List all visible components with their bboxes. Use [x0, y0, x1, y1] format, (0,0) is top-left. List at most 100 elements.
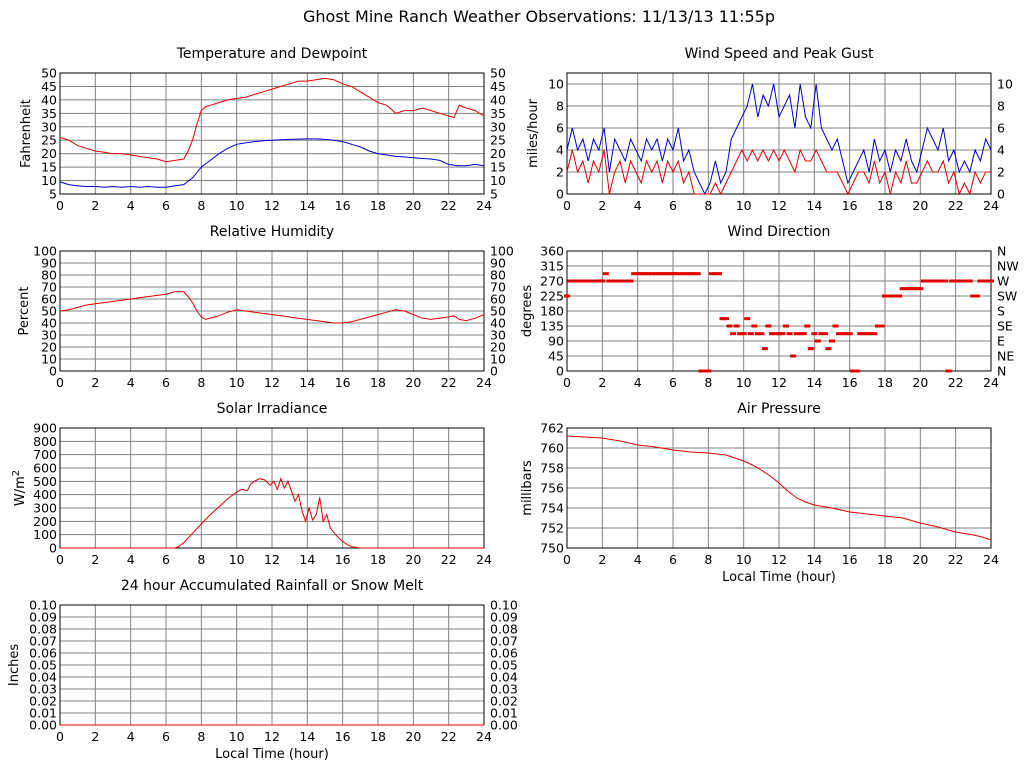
temperature-ytick-label: 25 [41, 133, 57, 148]
wind-direction-point [574, 279, 581, 283]
humidity-ytick-label-right: 80 [490, 268, 506, 283]
wind-speed-xtick-label: 6 [669, 198, 677, 213]
wind-direction-point [885, 294, 892, 298]
wind-direction-point [602, 272, 609, 276]
wind-direction-point [864, 332, 871, 336]
wind-direction-point [846, 332, 853, 336]
humidity-xtick-label: 8 [197, 375, 205, 390]
wind-direction-point [917, 287, 924, 291]
humidity-ylabel: Percent [17, 287, 32, 336]
wind-direction-point [694, 272, 701, 276]
wind-direction-point [666, 272, 673, 276]
wind-direction-point [949, 279, 956, 283]
air-pressure-ytick-label: 762 [540, 421, 564, 436]
humidity-ytick-label-right: 30 [490, 328, 506, 343]
wind-direction-point [867, 332, 874, 336]
temperature-xtick-label: 18 [370, 198, 386, 213]
wind-direction-point [935, 279, 941, 283]
air-pressure-grid [566, 427, 992, 549]
rainfall-chart: 24 hour Accumulated Rainfall or Snow Mel… [7, 578, 518, 762]
humidity-ytick-label: 30 [41, 328, 57, 343]
rainfall-ytick-label-right: 0.01 [490, 706, 518, 721]
wind-direction-point [758, 332, 765, 336]
rainfall-xtick-label: 4 [127, 729, 135, 744]
wind-speed-xtick-label: 8 [704, 198, 712, 213]
solar-xtick-label: 8 [197, 552, 205, 567]
wind-direction-point [761, 347, 768, 351]
solar-ytick-label: 800 [33, 434, 57, 449]
wind-direction-point [655, 272, 662, 276]
wind-speed-ytick-label-right: 6 [997, 121, 1005, 136]
wind-direction-xtick-label: 20 [912, 375, 928, 390]
solar-ytick-label: 700 [33, 447, 57, 462]
rainfall-ytick-label: 0.09 [29, 610, 57, 625]
wind-direction-point [973, 294, 980, 298]
wind-direction-point [920, 279, 927, 283]
humidity-ytick-label-right: 90 [490, 256, 506, 271]
humidity-ytick-label: 0 [49, 364, 57, 379]
temperature-ytick-label-right: 45 [490, 79, 506, 94]
wind-direction-ytick-label-right: SE [997, 319, 1013, 334]
wind-direction-point [571, 279, 578, 283]
wind-direction-point [776, 332, 782, 336]
wind-speed-ytick-label: 4 [556, 143, 564, 158]
wind-direction-ytick-label: 45 [548, 349, 564, 364]
wind-direction-point [737, 332, 744, 336]
wind-direction-ytick-label: 135 [540, 319, 564, 334]
wind-direction-point [638, 272, 645, 276]
humidity-xtick-label: 14 [299, 375, 315, 390]
wind-direction-point [691, 272, 698, 276]
solar-frame [59, 427, 485, 549]
air-pressure-frame [566, 427, 992, 549]
temperature-xtick-label: 2 [91, 198, 99, 213]
solar-xtick-label: 4 [127, 552, 135, 567]
wind-direction-point [945, 369, 952, 373]
wind-direction-point [938, 279, 945, 283]
wind-direction-title: Wind Direction [728, 224, 831, 240]
wind-speed-grid [566, 73, 992, 195]
air-pressure-xtick-label: 4 [634, 552, 642, 567]
temperature-ytick-label: 15 [41, 160, 57, 175]
temperature-xtick-label: 0 [56, 198, 64, 213]
wind-direction-point [818, 332, 825, 336]
wind-direction-xtick-label: 0 [563, 375, 571, 390]
temperature-ytick-label: 5 [49, 187, 57, 202]
solar-series-0-line [60, 477, 484, 549]
wind-direction-point [715, 272, 722, 276]
air-pressure-xtick-label: 18 [877, 552, 893, 567]
air-pressure-ytick-label: 758 [540, 461, 564, 476]
humidity-ytick-label-right: 0 [490, 364, 498, 379]
rainfall-ytick-label: 0.07 [29, 634, 57, 649]
solar-xtick-label: 18 [370, 552, 386, 567]
wind-speed-ytick-label: 0 [556, 187, 564, 202]
rainfall-ytick-label-right: 0.04 [490, 670, 518, 685]
wind-speed-xtick-label: 4 [634, 198, 642, 213]
wind-direction-point [744, 317, 751, 321]
wind-direction-point [599, 279, 606, 283]
wind-direction-point [850, 369, 857, 373]
air-pressure-xtick-label: 16 [842, 552, 858, 567]
wind-direction-point [581, 279, 588, 283]
rainfall-grid [59, 604, 485, 726]
solar-ytick-label: 100 [33, 527, 57, 542]
wind-speed-xtick-label: 2 [598, 198, 606, 213]
temperature-xtick-label: 10 [229, 198, 245, 213]
humidity-ytick-label-right: 60 [490, 292, 506, 307]
rainfall-xtick-label: 2 [91, 729, 99, 744]
wind-speed-ytick-label: 6 [556, 121, 564, 136]
air-pressure-ylabel: millibars [520, 460, 535, 516]
wind-direction-point [892, 294, 899, 298]
rainfall-ylabel: Inches [7, 644, 22, 686]
rainfall-xtick-label: 22 [441, 729, 457, 744]
solar-ylabel: W/m2 [11, 470, 29, 506]
temperature-xtick-label: 14 [299, 198, 315, 213]
wind-direction-point [723, 317, 729, 321]
humidity-xtick-label: 20 [405, 375, 421, 390]
wind-direction-ylabel: degrees [520, 285, 535, 338]
wind-direction-point [733, 324, 740, 328]
wind-speed-xtick-label: 18 [877, 198, 893, 213]
wind-direction-ytick-label-right: N [997, 244, 1006, 259]
